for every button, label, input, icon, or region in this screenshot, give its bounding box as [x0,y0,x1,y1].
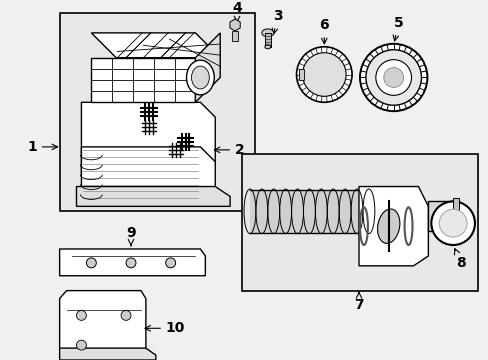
Bar [452,198,458,234]
Circle shape [430,201,474,245]
Polygon shape [81,147,215,201]
Text: 8: 8 [453,249,465,270]
Bar [264,33,270,47]
Bar [232,31,238,41]
Circle shape [86,258,96,268]
Circle shape [296,47,351,102]
Polygon shape [81,102,215,177]
Text: 5: 5 [392,16,403,41]
Text: 3: 3 [272,9,282,34]
Polygon shape [91,58,195,102]
Circle shape [165,258,175,268]
Bar [427,201,457,231]
Bar [60,13,254,211]
Bar [242,154,477,291]
Circle shape [365,50,421,105]
Ellipse shape [261,29,273,37]
Text: 7: 7 [353,292,363,312]
Polygon shape [229,19,240,31]
Polygon shape [91,33,220,58]
Text: 10: 10 [144,321,185,335]
Ellipse shape [264,45,270,49]
Text: 4: 4 [232,1,242,22]
Text: 2: 2 [214,143,244,157]
Circle shape [302,53,346,96]
Polygon shape [358,186,427,266]
Polygon shape [195,33,220,102]
Circle shape [438,209,466,237]
Text: 6: 6 [319,18,328,44]
Polygon shape [76,186,230,206]
Circle shape [375,60,411,95]
Bar [298,68,304,81]
Ellipse shape [377,209,399,243]
Circle shape [76,310,86,320]
Text: 1: 1 [27,140,58,154]
Polygon shape [60,348,156,360]
Circle shape [126,258,136,268]
Polygon shape [60,249,205,276]
Ellipse shape [191,66,209,89]
Polygon shape [60,291,145,355]
Circle shape [121,310,131,320]
Text: 9: 9 [126,226,136,246]
Ellipse shape [186,60,214,95]
Bar [249,189,368,234]
Circle shape [383,68,403,87]
Circle shape [76,340,86,350]
Circle shape [359,44,427,111]
